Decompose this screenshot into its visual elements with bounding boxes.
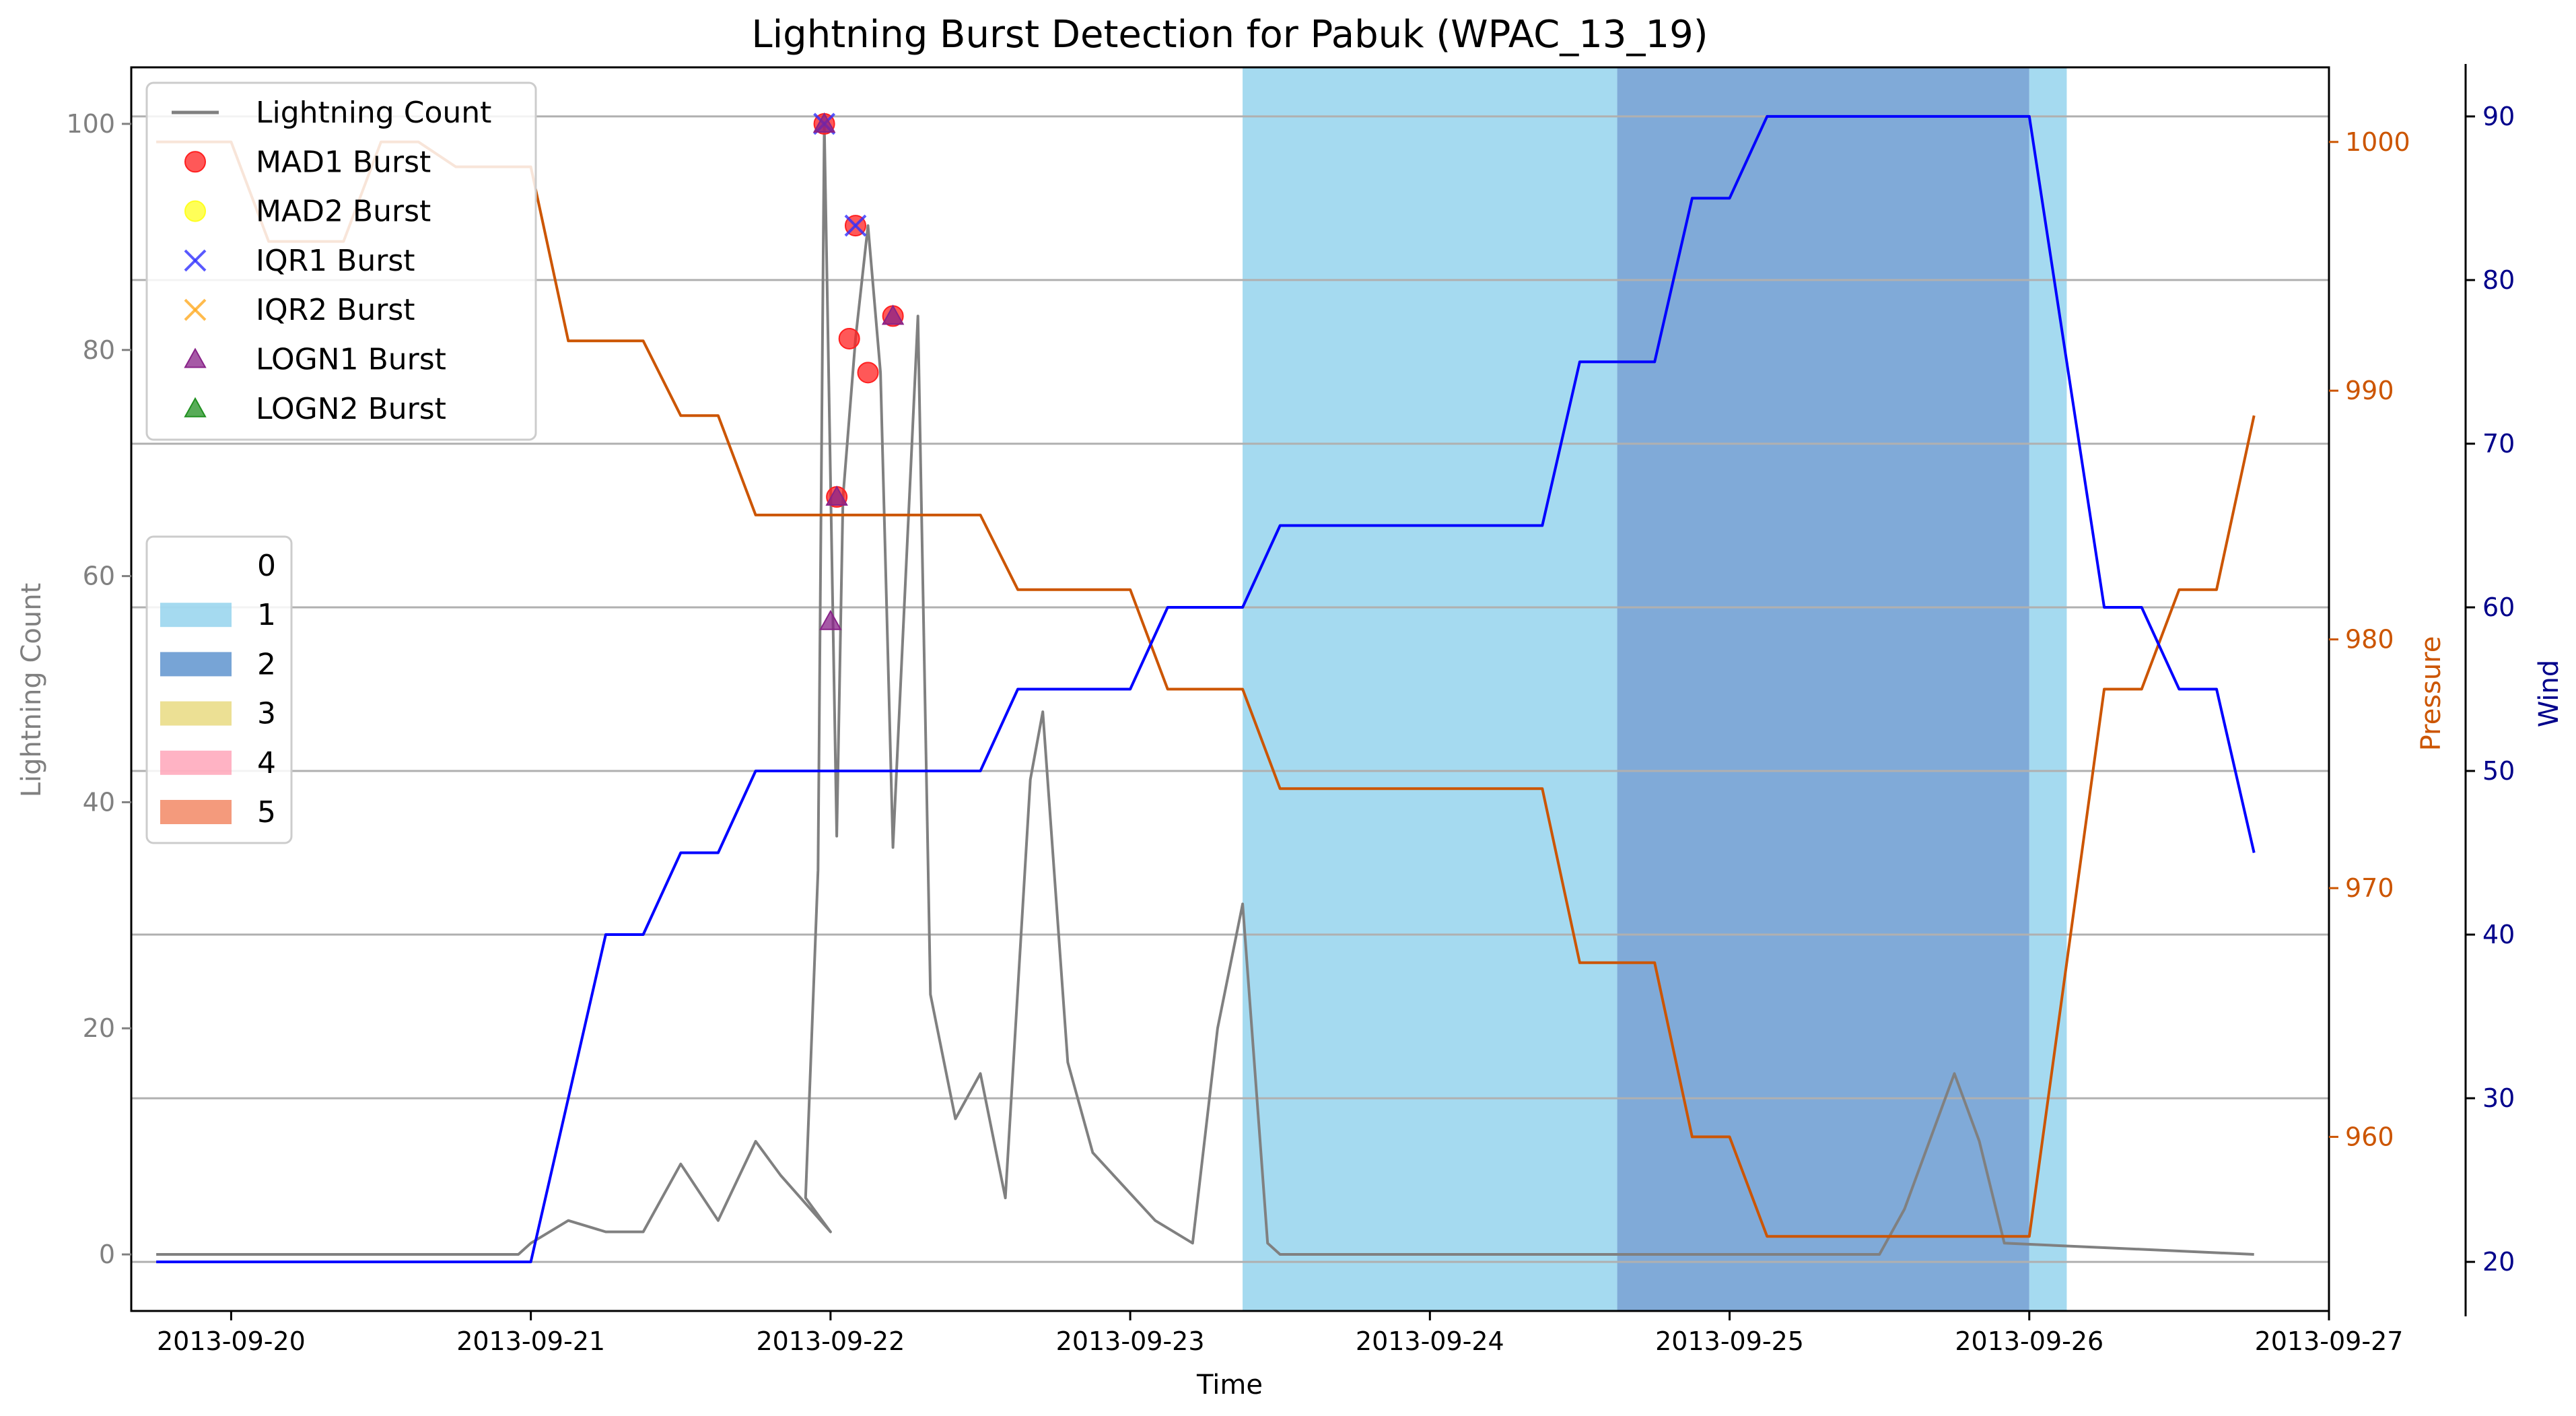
- y-axis-ticks: 0 20 40 60 80 100: [66, 109, 131, 1269]
- wind-tick-label: 20: [2482, 1247, 2515, 1277]
- legend-category-label: 1: [257, 598, 276, 632]
- legend-swatch-5: [160, 800, 232, 824]
- wind-axis-ticks: 20 30 40 50 60 70 80 90: [2466, 102, 2515, 1277]
- legend-marker-iqr1-burst: [184, 249, 207, 272]
- x-tick-label: 2013-09-26: [1955, 1326, 2103, 1356]
- legend-label: IQR1 Burst: [256, 244, 415, 278]
- pressure-tick-label: 960: [2345, 1122, 2394, 1151]
- category-legend: 0 1 2 3 4 5: [145, 535, 293, 844]
- category-band-1: [1243, 67, 1617, 1311]
- burst-marker-logn1-burst: [881, 304, 905, 325]
- burst-marker-iqr1-burst-stroke-b: [844, 214, 867, 237]
- burst-marker-logn1-burst: [819, 609, 842, 630]
- x-tick-label: 2013-09-24: [1356, 1326, 1504, 1356]
- wind-tick-label: 80: [2482, 265, 2515, 295]
- pressure-tick-label: 970: [2345, 873, 2394, 903]
- category-bands: [1243, 67, 2067, 1311]
- legend-swatch-3: [160, 701, 232, 726]
- category-band-1: [2029, 67, 2067, 1311]
- legend-marker-mad1-burst: [184, 151, 206, 173]
- legend-marker-logn1-burst: [184, 347, 207, 368]
- pressure-tick-label: 990: [2345, 376, 2394, 405]
- burst-marker-logn1-burst: [825, 485, 848, 506]
- legend-category-label: 3: [257, 697, 276, 731]
- x-tick-label: 2013-09-23: [1056, 1326, 1205, 1356]
- legend-category-label: 5: [257, 795, 276, 830]
- legend-label: LOGN1 Burst: [256, 343, 446, 377]
- x-tick-label: 2013-09-21: [456, 1326, 605, 1356]
- x-tick-label: 2013-09-25: [1655, 1326, 1804, 1356]
- wind-tick-label: 40: [2482, 920, 2515, 949]
- burst-marker-iqr1-burst: [844, 214, 867, 237]
- wind-tick-label: 70: [2482, 429, 2515, 459]
- x-tick-label: 2013-09-27: [2255, 1326, 2404, 1356]
- plot-frame: [130, 66, 2330, 1312]
- marker-legend-box: [145, 81, 537, 441]
- pressure-axis-label: Pressure: [2416, 636, 2447, 751]
- x-tick-label: 2013-09-20: [157, 1326, 306, 1356]
- marker-legend: Lightning Count MAD1 Burst MAD2 Burst IQR1 …: [145, 81, 537, 441]
- legend-label: MAD1 Burst: [256, 145, 431, 179]
- burst-marker-mad1-burst: [857, 362, 879, 384]
- wind-axis-label: Wind: [2534, 660, 2565, 728]
- legend-marker-mad2-burst: [184, 200, 206, 222]
- burst-marker-logn1-burst: [812, 112, 836, 133]
- legend-category-label: 4: [257, 746, 276, 780]
- wind-tick-label: 60: [2482, 593, 2515, 622]
- y-tick-label: 60: [83, 562, 115, 591]
- chart-title: Lightning Burst Detection for Pabuk (WPA…: [751, 13, 1708, 57]
- wind-line: [156, 114, 2256, 1264]
- lightning-count-line: [156, 123, 2254, 1256]
- wind-tick-label: 90: [2482, 102, 2515, 131]
- legend-category-label: 0: [257, 549, 276, 583]
- legend-swatch-1: [160, 603, 232, 628]
- legend-label: MAD2 Burst: [256, 195, 431, 229]
- burst-markers: [812, 112, 905, 630]
- legend-label: LOGN2 Burst: [256, 392, 446, 426]
- wind-tick-label: 50: [2482, 756, 2515, 786]
- y-axis-label: Lightning Count: [16, 583, 47, 798]
- y-tick-label: 0: [99, 1240, 115, 1269]
- legend-swatch-4: [160, 750, 232, 775]
- wind-tick-label: 30: [2482, 1083, 2515, 1113]
- y-tick-label: 40: [83, 787, 115, 817]
- legend-marker-logn2-burst: [184, 397, 207, 417]
- legend-marker-iqr2-burst: [184, 298, 207, 321]
- pressure-tick-label: 980: [2345, 625, 2394, 654]
- x-tick-label: 2013-09-22: [756, 1326, 905, 1356]
- legend-marker-iqr2-burst-stroke-b: [184, 298, 207, 321]
- y-tick-label: 20: [83, 1013, 115, 1043]
- legend-swatch-2: [160, 652, 232, 677]
- x-axis-ticks: 2013-09-20 2013-09-21 2013-09-22 2013-09-23…: [157, 1311, 2403, 1356]
- legend-label: IQR2 Burst: [256, 293, 415, 327]
- pressure-axis-ticks: 960 970 980 990 1000: [2329, 127, 2410, 1151]
- legend-label: Lightning Count: [256, 96, 491, 130]
- y-tick-label: 80: [83, 335, 115, 365]
- legend-category-label: 2: [257, 647, 276, 681]
- x-axis-label: Time: [1196, 1370, 1263, 1401]
- pressure-tick-label: 1000: [2345, 127, 2410, 157]
- legend-marker-iqr1-burst-stroke-b: [184, 249, 207, 272]
- y-tick-label: 100: [66, 109, 115, 139]
- burst-marker-mad1-burst: [838, 327, 860, 349]
